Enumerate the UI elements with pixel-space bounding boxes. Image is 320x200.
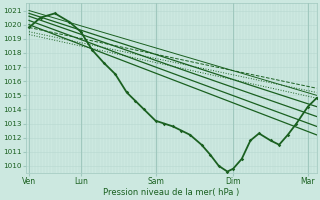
- X-axis label: Pression niveau de la mer( hPa ): Pression niveau de la mer( hPa ): [103, 188, 239, 197]
